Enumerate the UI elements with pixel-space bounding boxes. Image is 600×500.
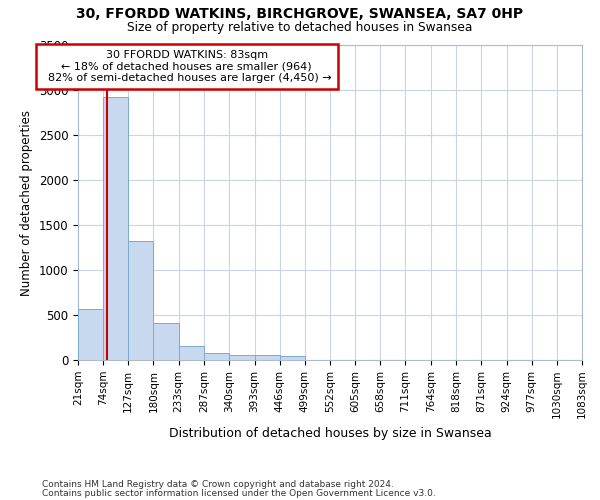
Bar: [280, 356, 305, 360]
Text: 30 FFORDD WATKINS: 83sqm  
← 18% of detached houses are smaller (964)
  82% of s: 30 FFORDD WATKINS: 83sqm ← 18% of detach…: [41, 50, 332, 83]
Y-axis label: Number of detached properties: Number of detached properties: [20, 110, 33, 296]
Text: 30, FFORDD WATKINS, BIRCHGROVE, SWANSEA, SA7 0HP: 30, FFORDD WATKINS, BIRCHGROVE, SWANSEA,…: [76, 8, 524, 22]
Bar: [103, 97, 128, 360]
Text: Contains HM Land Registry data © Crown copyright and database right 2024.: Contains HM Land Registry data © Crown c…: [42, 480, 394, 489]
Text: Size of property relative to detached houses in Swansea: Size of property relative to detached ho…: [127, 21, 473, 34]
Bar: [78, 308, 103, 360]
Bar: [254, 355, 280, 360]
Bar: [204, 353, 229, 360]
Bar: [154, 322, 179, 360]
Bar: [229, 354, 254, 360]
Bar: [179, 346, 204, 360]
Text: Contains public sector information licensed under the Open Government Licence v3: Contains public sector information licen…: [42, 488, 436, 498]
Bar: [128, 241, 154, 360]
X-axis label: Distribution of detached houses by size in Swansea: Distribution of detached houses by size …: [169, 426, 491, 440]
